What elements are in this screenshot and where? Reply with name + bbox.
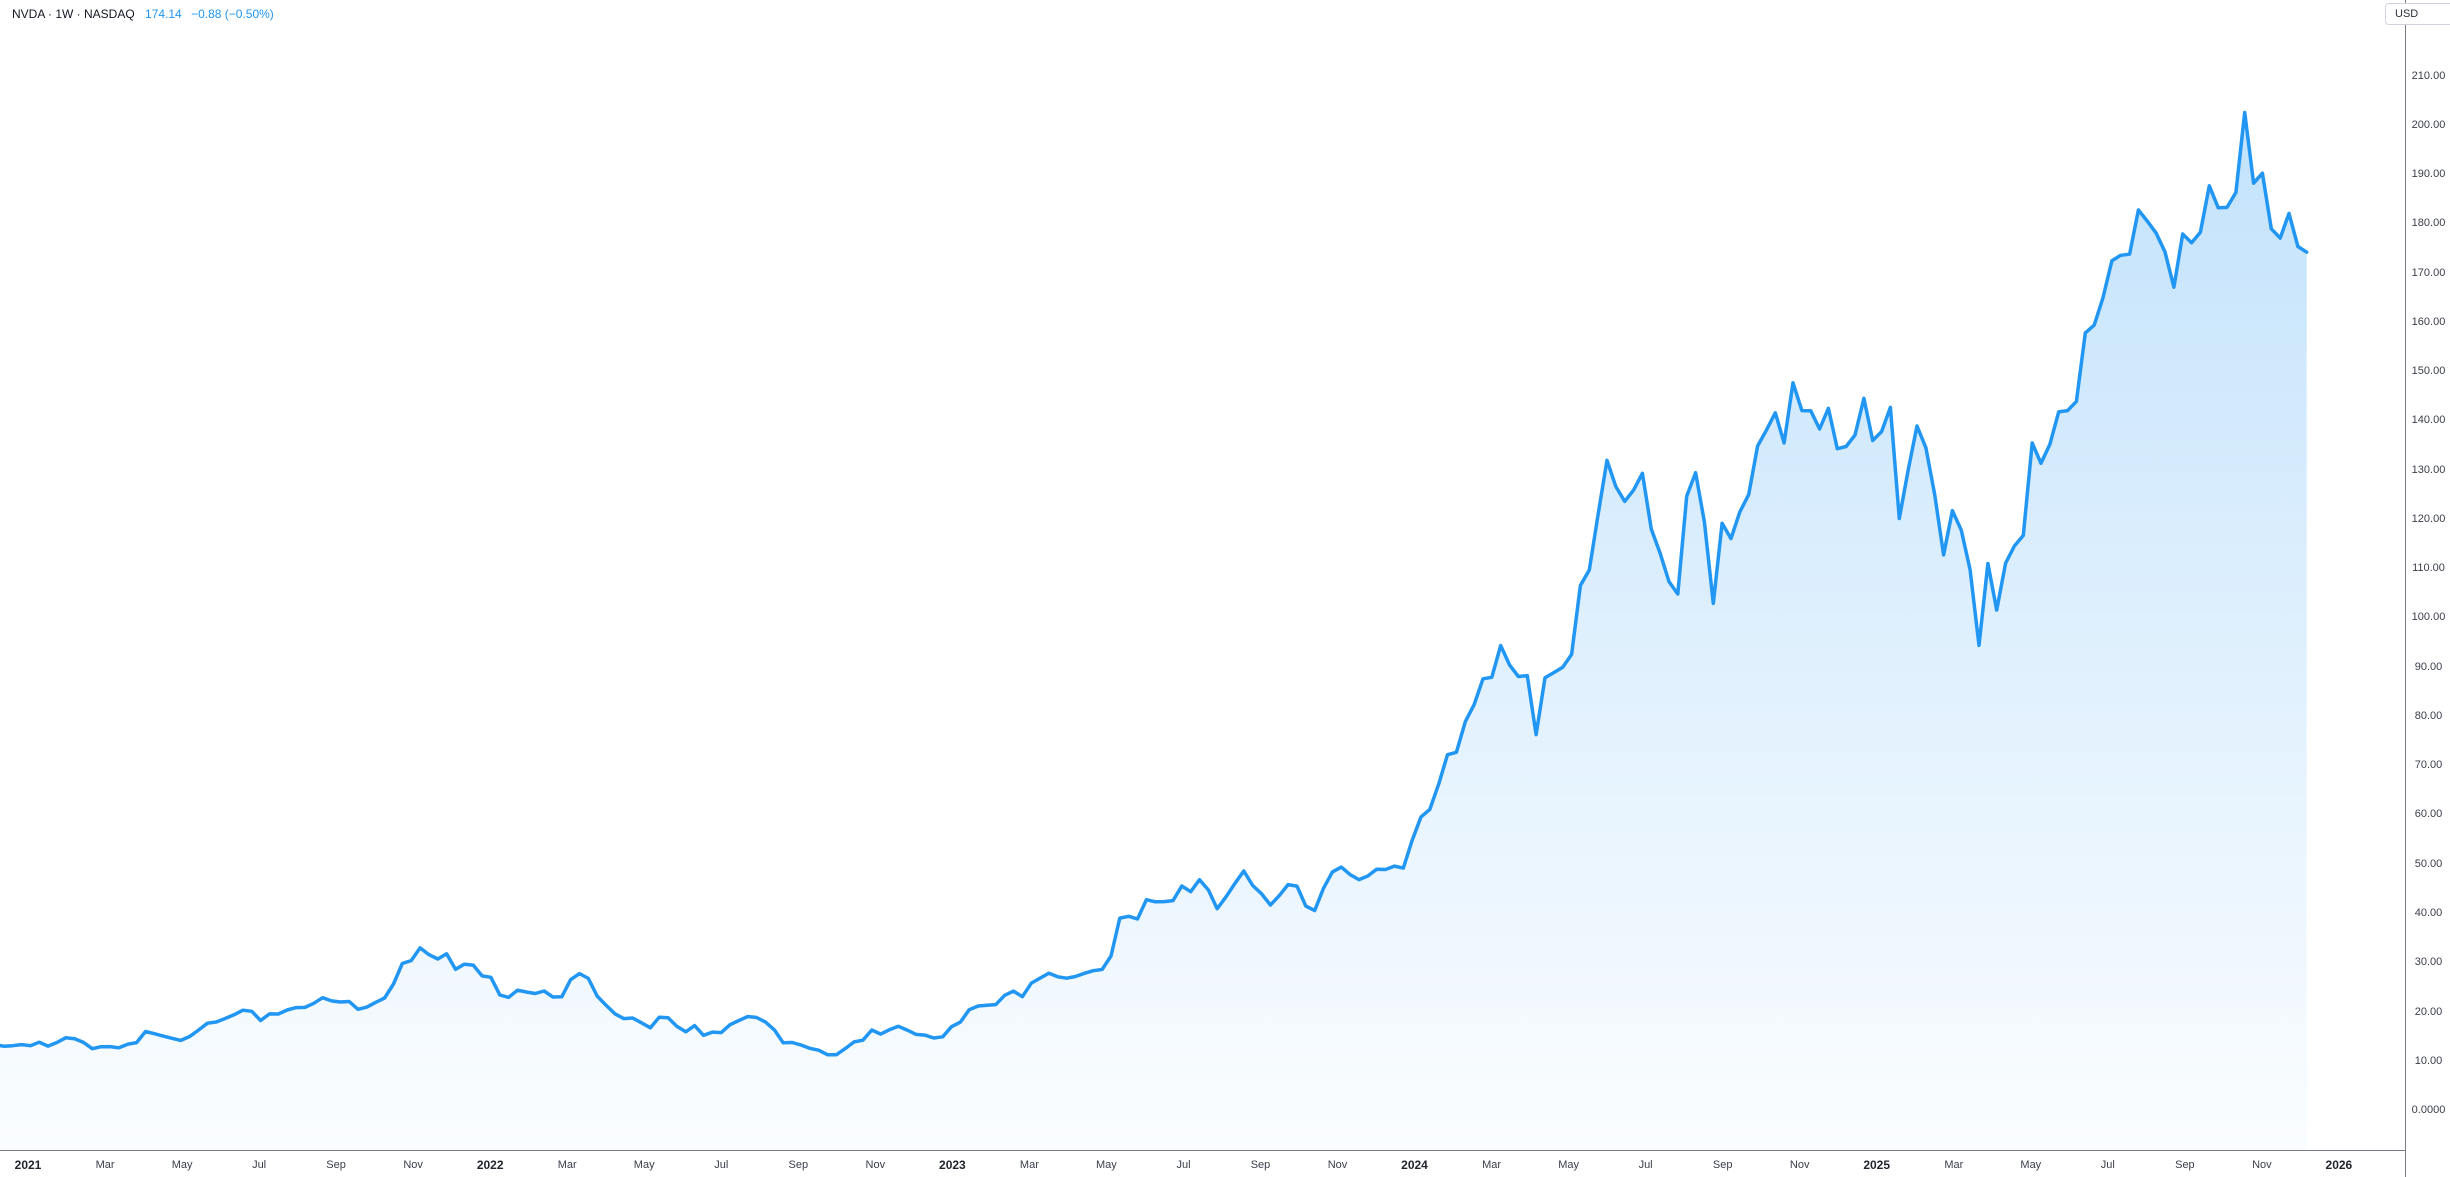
time-tick-label: Jul xyxy=(1176,1158,1191,1171)
price-tick-label: 90.00 xyxy=(2414,660,2443,673)
time-tick-label: Mar xyxy=(1019,1158,1039,1171)
price-tick-label: 20.00 xyxy=(2414,1005,2443,1018)
time-tick-label: May xyxy=(633,1158,655,1171)
price-tick-label: 40.00 xyxy=(2414,907,2443,919)
time-tick-label: Nov xyxy=(403,1158,423,1171)
time-axis[interactable]: 2021 Mar May Jul Sep Nov 2022 Mar May Jul Sep Nov 20… xyxy=(0,1150,2450,1177)
price-tick-label: 120.00 xyxy=(2411,512,2446,525)
time-tick-label: Mar xyxy=(1944,1158,1964,1171)
symbol-legend[interactable]: NVDA · 1W · NASDAQ 174.14 −0.88 (−0.50%) xyxy=(12,7,274,21)
time-tick-label: Mar xyxy=(95,1158,115,1171)
time-tick-label: Sep xyxy=(326,1158,346,1171)
last-price: 174.14 xyxy=(145,7,182,21)
price-tick-label: 180.00 xyxy=(2411,217,2446,230)
time-tick-year-label: 2026 xyxy=(2325,1157,2353,1172)
time-tick-label: Sep xyxy=(2175,1158,2195,1171)
time-tick-label: Nov xyxy=(865,1158,886,1171)
price-tick-label: 60.00 xyxy=(2414,808,2443,821)
price-tick-label: 50.00 xyxy=(2414,857,2443,870)
price-tick-label: 200.00 xyxy=(2411,118,2446,131)
currency-unit-badge[interactable]: USD xyxy=(2385,3,2450,25)
area-fill xyxy=(0,112,2307,1150)
time-tick-year-label: 2024 xyxy=(1401,1157,1428,1172)
time-tick-year-label: 2021 xyxy=(14,1157,42,1172)
time-tick-year-label: 2022 xyxy=(476,1157,504,1172)
chart-pane[interactable] xyxy=(0,0,2405,1150)
price-tick-label: 190.00 xyxy=(2411,168,2446,180)
time-tick-label: Jul xyxy=(252,1158,267,1171)
price-tick-label: 80.00 xyxy=(2414,709,2443,722)
price-tick-label: 70.00 xyxy=(2414,759,2443,772)
time-tick-label: Nov xyxy=(1327,1158,1348,1171)
time-tick-label: May xyxy=(1096,1158,1117,1171)
time-tick-label: Sep xyxy=(1250,1158,1271,1171)
price-tick-label: 140.00 xyxy=(2411,414,2446,427)
price-line xyxy=(0,110,2309,1057)
time-tick-label: Jul xyxy=(2100,1158,2115,1171)
price-change: −0.88 (−0.50%) xyxy=(191,7,274,21)
time-tick-label: Nov xyxy=(2252,1158,2272,1171)
time-tick-label: Sep xyxy=(788,1158,809,1171)
time-tick-label: Jul xyxy=(1638,1158,1653,1171)
price-tick-label: 0.0000 xyxy=(2411,1104,2446,1116)
time-tick-label: May xyxy=(2020,1158,2042,1171)
time-tick-label: Mar xyxy=(1482,1158,1502,1171)
time-tick-label: Mar xyxy=(557,1158,577,1171)
time-tick-label: May xyxy=(1558,1158,1579,1171)
time-tick-label: Sep xyxy=(1712,1158,1733,1171)
time-tick-label: May xyxy=(171,1158,193,1171)
price-tick-label: 30.00 xyxy=(2414,956,2443,969)
area-series-svg xyxy=(0,110,2309,1150)
price-tick-label: 130.00 xyxy=(2411,463,2446,476)
price-tick-label: 210.00 xyxy=(2411,69,2446,82)
symbol-description[interactable]: NVDA · 1W · NASDAQ xyxy=(12,7,135,21)
price-tick-label: 10.00 xyxy=(2414,1054,2443,1067)
price-tick-label: 170.00 xyxy=(2411,266,2446,279)
time-tick-label: Nov xyxy=(1789,1158,1810,1171)
price-tick-label: 150.00 xyxy=(2411,365,2446,378)
price-tick-label: 110.00 xyxy=(2412,562,2445,575)
time-tick-year-label: 2025 xyxy=(1863,1157,1891,1172)
price-tick-label: 160.00 xyxy=(2411,315,2446,328)
time-tick-year-label: 2023 xyxy=(939,1157,966,1172)
price-axis[interactable]: 0.0000 10.00 20.00 30.00 40.00 50.00 60.00 70.0… xyxy=(2405,0,2450,1177)
price-tick-label: 100.00 xyxy=(2411,611,2446,624)
currency-unit-label: USD xyxy=(2395,8,2419,20)
time-tick-label: Jul xyxy=(714,1158,729,1171)
